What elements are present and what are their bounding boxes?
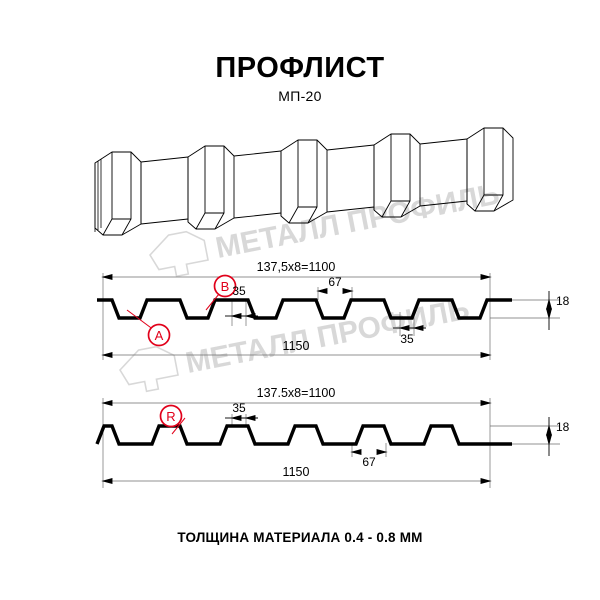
marker-b-circle <box>213 274 237 298</box>
dim-flat-35-top-left: 35 <box>232 284 246 298</box>
material-thickness-note: ТОЛЩИНА МАТЕРИАЛА 0.4 - 0.8 ММ <box>177 530 423 545</box>
dim-flat-35-top-right: 35 <box>400 332 414 346</box>
dim-total-width-top: 1150 <box>283 339 310 353</box>
marker-a-label: A <box>155 328 164 343</box>
marker-a-circle <box>147 323 171 347</box>
profile-top-polyline <box>97 298 512 320</box>
watermark-logo-icon <box>118 345 179 393</box>
marker-b-label: B <box>221 279 230 294</box>
dim-crest-67-bottom: 67 <box>362 455 376 469</box>
dim-flat-35-bottom: 35 <box>232 401 246 415</box>
isometric-sheet-view <box>94 127 514 236</box>
marker-r-label: R <box>166 409 175 424</box>
marker-r-leader <box>171 417 186 435</box>
marker-a: A <box>126 309 171 347</box>
watermark-text: МЕТАЛЛ ПРОФИЛЬ <box>183 293 472 380</box>
dimension-arrows-bottom <box>101 400 552 484</box>
watermark-text: МЕТАЛЛ ПРОФИЛЬ <box>213 178 502 265</box>
watermark-logo-icon <box>148 230 209 278</box>
marker-b: B <box>205 274 237 311</box>
profile-bottom-polyline <box>95 424 512 446</box>
dim-height-18-bottom: 18 <box>556 420 570 434</box>
dimension-arrows-top <box>101 274 552 358</box>
marker-r: R <box>159 404 186 435</box>
marker-r-circle <box>159 404 183 428</box>
page-title: ПРОФЛИСТ <box>215 52 385 84</box>
dim-overall-width-top: 137,5x8=1100 <box>257 260 336 274</box>
page-subtitle: МП-20 <box>278 88 322 104</box>
profile-bottom-drawing: R 137.5x8=1100 1150 35 67 18 <box>95 386 570 488</box>
profile-top-drawing: A B 137,5x8=1100 1150 35 67 35 18 <box>97 260 570 360</box>
dim-crest-67-top: 67 <box>328 275 342 289</box>
marker-b-leader <box>205 293 220 311</box>
dim-total-width-bottom: 1150 <box>283 465 310 479</box>
dim-overall-width-bottom: 137.5x8=1100 <box>257 386 336 400</box>
dim-height-18-top: 18 <box>556 294 570 308</box>
